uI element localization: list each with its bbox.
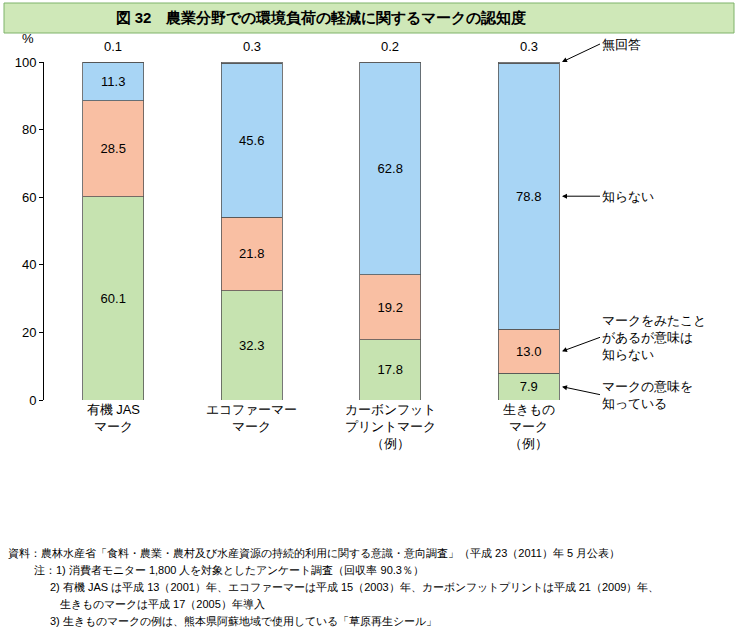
svg-text:80: 80 (22, 122, 36, 137)
svg-text:13.0: 13.0 (516, 344, 541, 359)
svg-text:17.8: 17.8 (378, 362, 403, 377)
svg-text:60: 60 (22, 190, 36, 205)
svg-text:3) 生きものマークの例は、熊本県阿蘇地域で使用している「草: 3) 生きものマークの例は、熊本県阿蘇地域で使用している「草原再生シール」 (50, 615, 437, 627)
svg-text:78.8: 78.8 (516, 189, 541, 204)
svg-text:図 32 農業分野での環境負荷の軽減に関するマークの認知度: 図 32 農業分野での環境負荷の軽減に関するマークの認知度 (116, 9, 527, 27)
svg-text:7.9: 7.9 (520, 379, 538, 394)
svg-text:無回答: 無回答 (602, 37, 641, 52)
svg-text:40: 40 (22, 257, 36, 272)
svg-text:マークの意味を知っている: マークの意味を知っている (602, 379, 693, 411)
svg-text:生きものマークは平成 17（2005）年導入: 生きものマークは平成 17（2005）年導入 (60, 598, 265, 610)
svg-text:21.8: 21.8 (239, 246, 264, 261)
svg-text:28.5: 28.5 (101, 141, 126, 156)
svg-text:19.2: 19.2 (378, 300, 403, 315)
svg-text:32.3: 32.3 (239, 338, 264, 353)
svg-text:0: 0 (29, 393, 36, 408)
svg-text:0.2: 0.2 (381, 39, 399, 54)
svg-text:20: 20 (22, 325, 36, 340)
svg-text:マークをみたことがあるが意味は知らない: マークをみたことがあるが意味は知らない (602, 313, 706, 362)
svg-text:45.6: 45.6 (239, 133, 264, 148)
svg-text:生きものマーク（例）: 生きものマーク（例） (503, 402, 555, 451)
svg-text:0.3: 0.3 (243, 39, 261, 54)
svg-text:11.3: 11.3 (101, 74, 125, 89)
svg-text:0.1: 0.1 (104, 39, 122, 54)
svg-text:100: 100 (15, 55, 37, 70)
svg-text:資料：農林水産省「食料・農業・農村及び水産資源の持続的利用に: 資料：農林水産省「食料・農業・農村及び水産資源の持続的利用に関する意識・意向調査… (8, 547, 620, 560)
svg-text:エコファーマーマーク: エコファーマーマーク (206, 402, 297, 434)
svg-text:62.8: 62.8 (378, 161, 403, 176)
svg-text:注：1) 消費者モニター 1,800 人を対象としたアンケー: 注：1) 消費者モニター 1,800 人を対象としたアンケート調査（回収率 90… (34, 564, 424, 576)
svg-text:60.1: 60.1 (101, 291, 126, 306)
svg-text:2) 有機 JAS は平成 13（2001）年、エコファーマ: 2) 有機 JAS は平成 13（2001）年、エコファーマーは平成 15（20… (50, 581, 659, 593)
svg-text:0.3: 0.3 (520, 39, 538, 54)
svg-text:有機 JASマーク: 有機 JASマーク (87, 402, 141, 434)
svg-text:%: % (22, 31, 34, 46)
svg-text:知らない: 知らない (602, 189, 654, 204)
svg-text:カーボンフットプリントマーク（例）: カーボンフットプリントマーク（例） (345, 402, 436, 451)
